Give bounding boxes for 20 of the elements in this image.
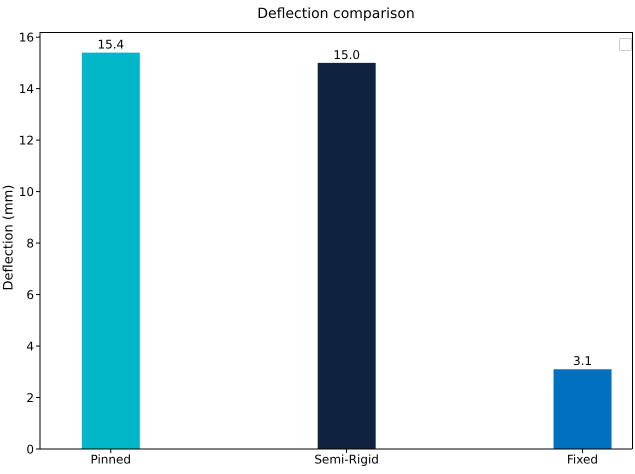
y-tick-label: 8 <box>26 236 34 250</box>
y-tick-label: 0 <box>26 442 34 456</box>
y-tick-label: 6 <box>26 288 34 302</box>
data-label: 15.4 <box>97 38 124 52</box>
y-tick-label: 16 <box>18 30 34 44</box>
data-label: 3.1 <box>572 354 592 368</box>
y-tick-label: 2 <box>26 390 34 405</box>
y-tick-label: 12 <box>18 133 34 148</box>
x-tick-label: Semi-Rigid <box>314 452 379 467</box>
x-tick-label: Fixed <box>566 452 598 467</box>
y-tick-label: 14 <box>18 82 34 96</box>
y-tick-label: 10 <box>18 184 34 199</box>
bar <box>318 62 376 449</box>
chart-title: Deflection comparison <box>256 6 416 22</box>
bar <box>82 52 140 449</box>
x-tick-label: Pinned <box>90 452 132 467</box>
y-axis-title: Deflection (mm) <box>2 184 17 290</box>
bar <box>554 369 612 449</box>
y-tick-label: 4 <box>26 339 34 354</box>
data-label: 15.0 <box>333 48 360 62</box>
